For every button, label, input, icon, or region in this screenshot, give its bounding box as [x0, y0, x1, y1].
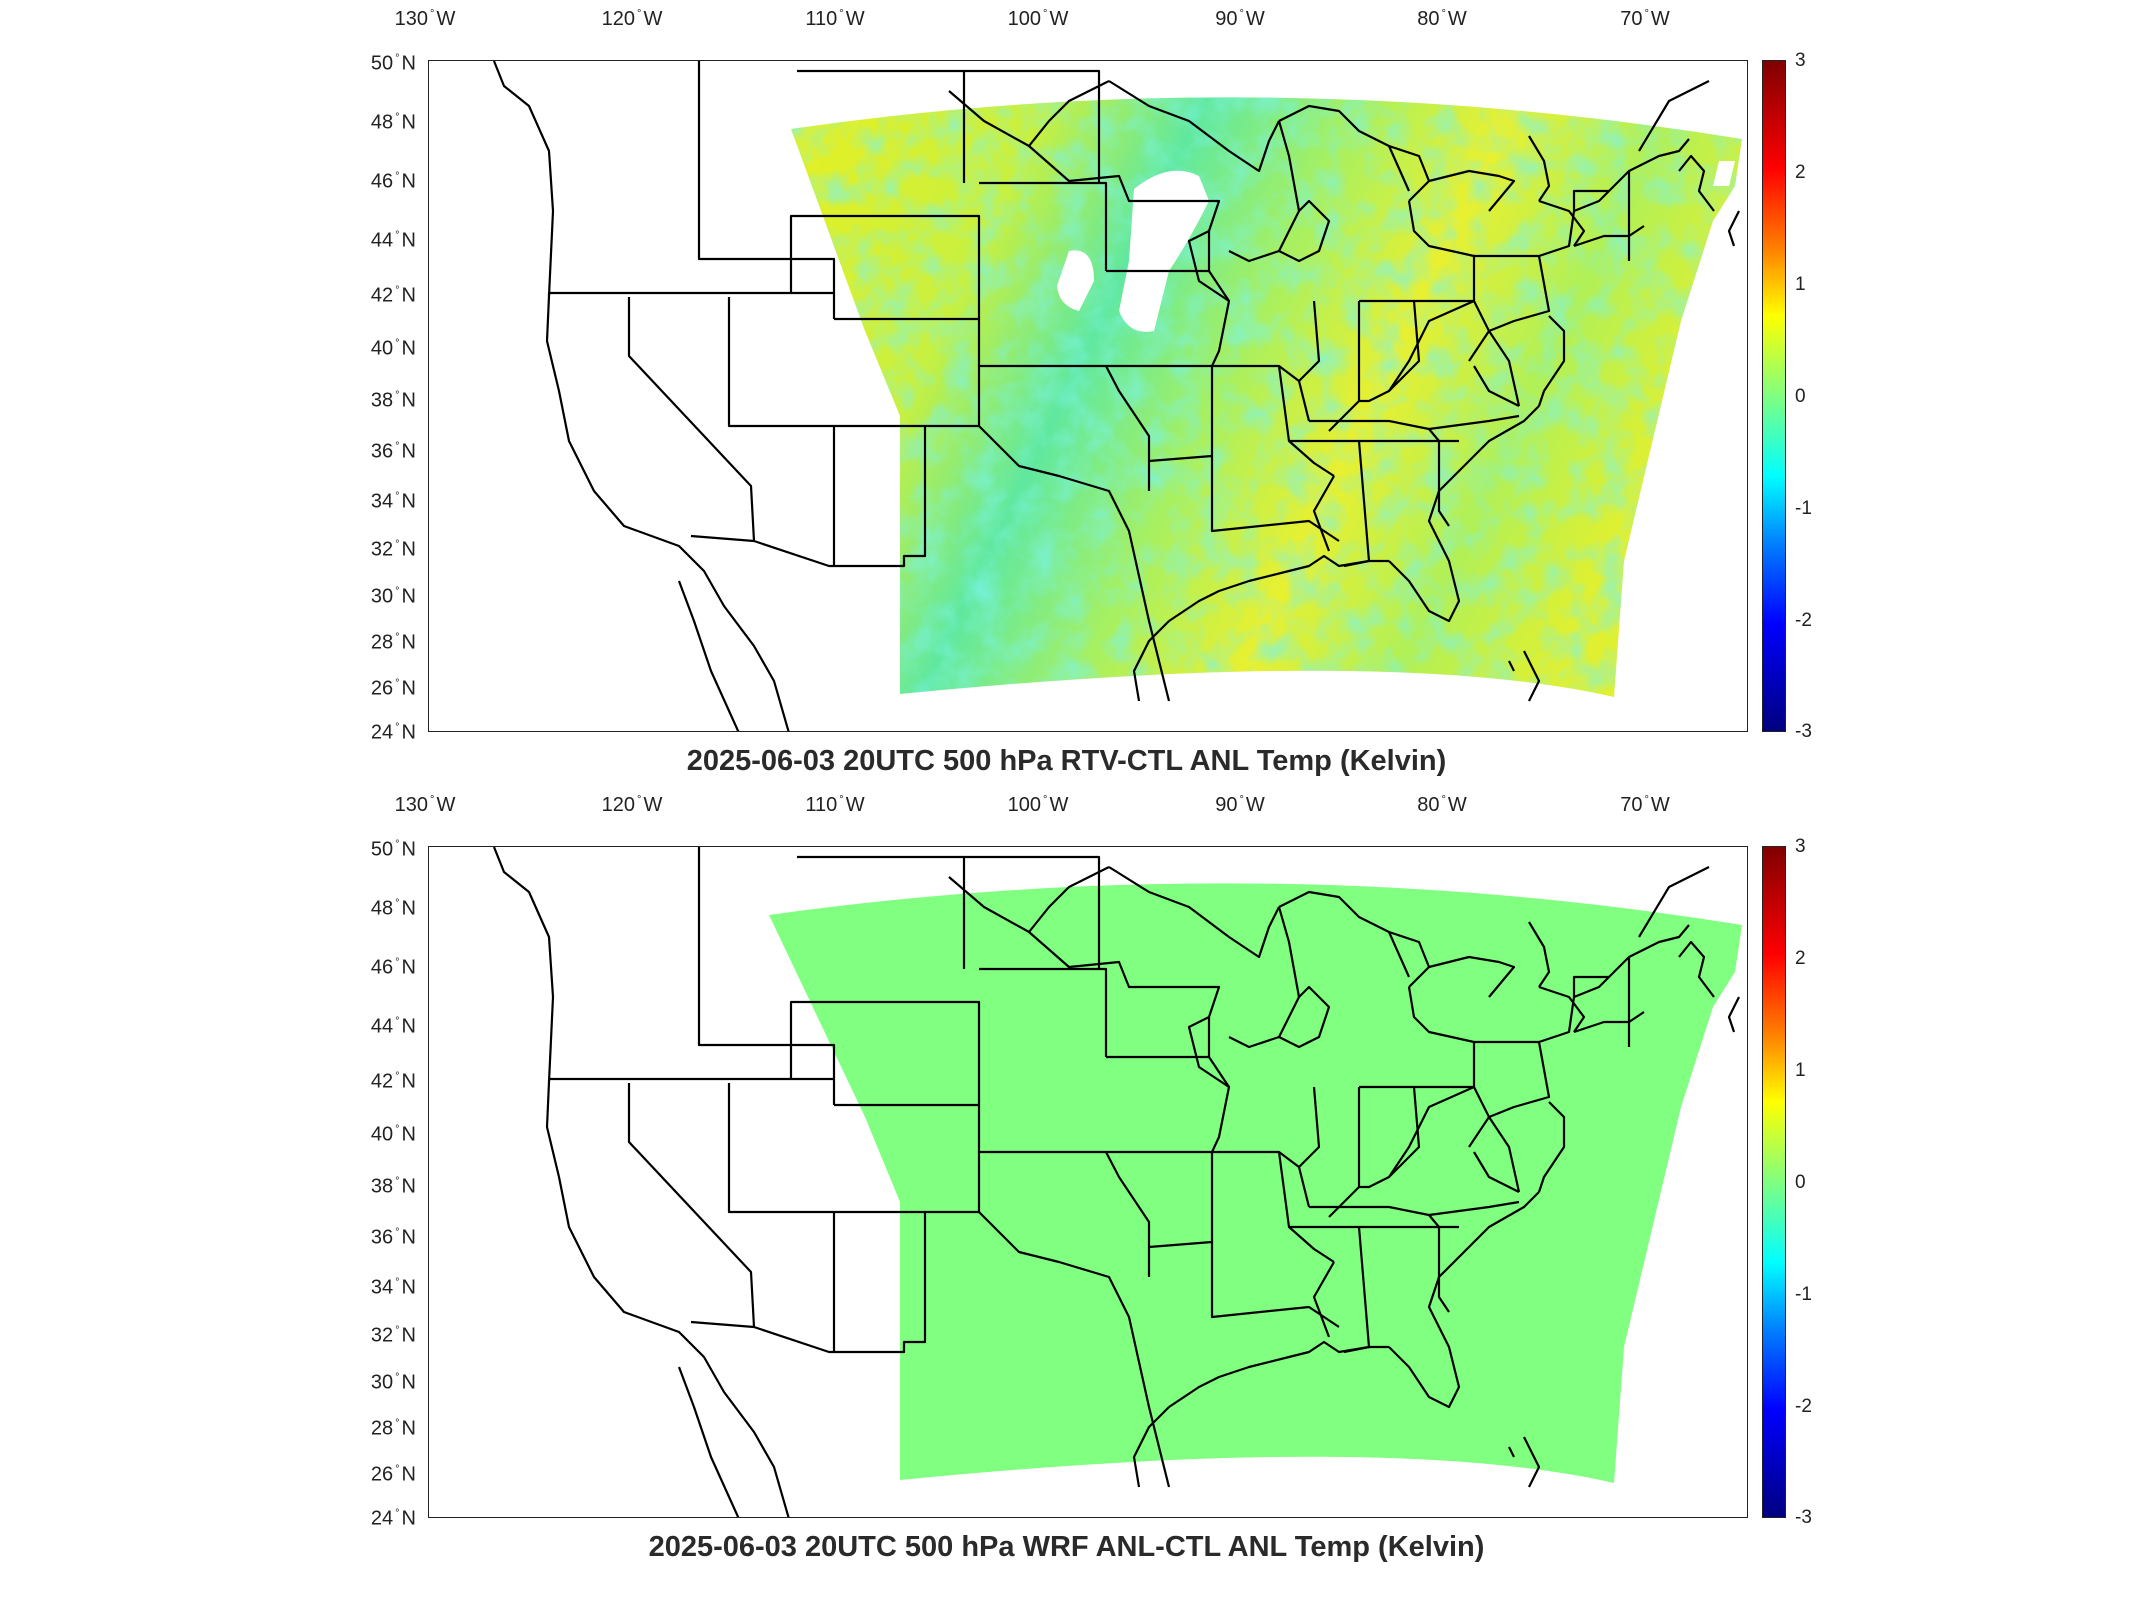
lat-label: 38 ° N [370, 1175, 416, 1198]
lat-label: 38 ° N [370, 389, 416, 412]
lat-label: 36 ° N [370, 1226, 416, 1249]
missing-data-patch [1119, 170, 1209, 332]
lat-label: 46 ° N [370, 170, 416, 193]
colorbar-tick: 3 [1795, 50, 1806, 71]
lat-label: 42 ° N [370, 284, 416, 307]
lon-label: 120 ° W [601, 794, 663, 816]
lat-label: 26 ° N [370, 1463, 416, 1486]
lon-label: 90 ° W [1215, 794, 1265, 816]
colorbar-tick: 3 [1795, 836, 1806, 857]
lat-label: 30 ° N [370, 1371, 416, 1394]
lat-label: 28 ° N [370, 631, 416, 654]
lat-label: 44 ° N [370, 1015, 416, 1038]
lon-label: 130 ° W [394, 8, 456, 30]
lon-label: 100 ° W [1007, 794, 1069, 816]
lat-label: 34 ° N [370, 1276, 416, 1299]
lat-label: 32 ° N [370, 538, 416, 561]
missing-data-patch [1713, 161, 1735, 186]
map-plot-area [428, 846, 1748, 1518]
colorbar [1762, 846, 1786, 1518]
lat-label: 46 ° N [370, 956, 416, 979]
lat-label: 26 ° N [370, 677, 416, 700]
colorbar-tick: -3 [1795, 721, 1812, 742]
colorbar-tick: -1 [1795, 498, 1812, 519]
panel-title: 2025-06-03 20UTC 500 hPa RTV-CTL ANL Tem… [686, 745, 1447, 777]
lon-label: 100 ° W [1007, 8, 1069, 30]
lat-label: 48 ° N [370, 897, 416, 920]
lon-label: 80 ° W [1417, 794, 1467, 816]
colorbar-tick: -2 [1795, 610, 1812, 631]
lat-label: 40 ° N [370, 1123, 416, 1146]
colorbar-tick: 2 [1795, 162, 1806, 183]
colorbar-tick: 0 [1795, 1172, 1806, 1193]
lon-label: 130 ° W [394, 794, 456, 816]
colorbar [1762, 60, 1786, 732]
lon-label: 120 ° W [601, 8, 663, 30]
map-svg [492, 847, 1742, 1517]
map-plot-area [428, 60, 1748, 732]
lat-label: 36 ° N [370, 440, 416, 463]
colorbar-tick: -3 [1795, 1507, 1812, 1528]
map-boundaries [492, 61, 1740, 731]
lon-label: 90 ° W [1215, 8, 1265, 30]
lat-label: 40 ° N [370, 337, 416, 360]
missing-data-patch [1057, 250, 1094, 311]
data-domain [769, 883, 1742, 1483]
lon-label: 70 ° W [1620, 794, 1670, 816]
colorbar-tick: -1 [1795, 1284, 1812, 1305]
lat-label: 42 ° N [370, 1070, 416, 1093]
lat-label: 24 ° N [370, 1507, 416, 1530]
lat-label: 32 ° N [370, 1324, 416, 1347]
lon-label: 110 ° W [805, 8, 865, 30]
lat-label: 48 ° N [370, 111, 416, 134]
panel-title: 2025-06-03 20UTC 500 hPa WRF ANL-CTL ANL… [648, 1531, 1485, 1563]
lat-label: 44 ° N [370, 229, 416, 252]
lon-label: 70 ° W [1620, 8, 1670, 30]
lon-label: 80 ° W [1417, 8, 1467, 30]
map-svg [492, 61, 1742, 731]
lat-label: 34 ° N [370, 490, 416, 513]
colorbar-tick: 1 [1795, 274, 1806, 295]
colorbar-tick: -2 [1795, 1396, 1812, 1417]
colorbar-tick: 1 [1795, 1060, 1806, 1081]
map-boundaries [492, 847, 1740, 1517]
lat-label: 30 ° N [370, 585, 416, 608]
data-domain-noise [791, 97, 1742, 698]
colorbar-tick: 0 [1795, 386, 1806, 407]
lon-label: 110 ° W [805, 794, 865, 816]
lat-label: 28 ° N [370, 1417, 416, 1440]
colorbar-tick: 2 [1795, 948, 1806, 969]
lat-label: 50 ° N [370, 52, 416, 75]
lat-label: 50 ° N [370, 838, 416, 861]
lat-label: 24 ° N [370, 721, 416, 744]
